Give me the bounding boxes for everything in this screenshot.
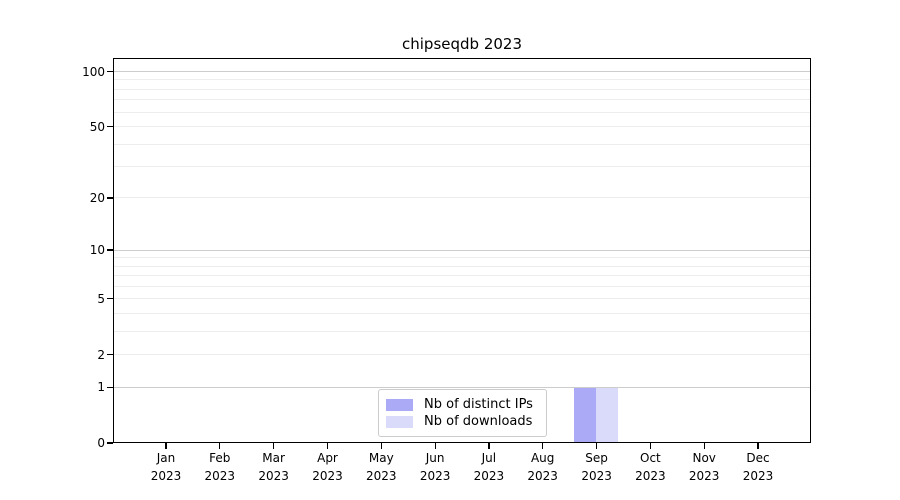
legend-entry-downloads: Nb of downloads bbox=[386, 413, 539, 430]
legend-swatch-distinct-ips bbox=[386, 398, 413, 411]
x-tick-label-may: May 2023 bbox=[366, 451, 397, 483]
x-tick-sep bbox=[596, 443, 598, 449]
x-tick-label-jun: Jun 2023 bbox=[419, 451, 451, 483]
bar-nb-of-distinct-ips-sep bbox=[574, 387, 597, 442]
x-tick-label-dec: Dec 2023 bbox=[742, 451, 774, 483]
x-tick-label-nov: Nov 2023 bbox=[688, 451, 720, 483]
y-tick-1 bbox=[107, 386, 113, 388]
x-tick-jan bbox=[165, 443, 167, 449]
legend-label-distinct-ips: Nb of distinct IPs bbox=[424, 397, 533, 412]
x-tick-aug bbox=[542, 443, 544, 449]
x-tick-label-apr: Apr 2023 bbox=[312, 451, 343, 483]
x-tick-label-oct: Oct 2023 bbox=[635, 451, 666, 483]
gridline-minor-4 bbox=[114, 312, 810, 314]
gridline-minor-60 bbox=[114, 111, 810, 113]
x-tick-label-sep: Sep 2023 bbox=[581, 451, 612, 483]
legend-swatch-downloads bbox=[386, 415, 413, 428]
gridline-minor-70 bbox=[114, 99, 810, 101]
x-tick-label-mar: Mar 2023 bbox=[258, 451, 289, 483]
y-tick-10 bbox=[107, 249, 113, 251]
gridline-minor-8 bbox=[114, 265, 810, 267]
gridline-minor-9 bbox=[114, 257, 810, 259]
y-tick-0 bbox=[107, 442, 113, 444]
gridline-minor-7 bbox=[114, 275, 810, 277]
y-tick-label-10: 10 bbox=[89, 243, 105, 257]
y-tick-label-50: 50 bbox=[89, 119, 105, 134]
y-tick-label-2: 2 bbox=[97, 347, 105, 362]
gridline-minor-50 bbox=[114, 126, 810, 127]
x-tick-jun bbox=[434, 443, 436, 449]
gridline-minor-90 bbox=[114, 79, 810, 81]
y-tick-label-0: 0 bbox=[97, 436, 105, 450]
legend: Nb of distinct IPs Nb of downloads bbox=[378, 389, 547, 437]
x-tick-label-feb: Feb 2023 bbox=[204, 451, 236, 483]
y-tick-label-1: 1 bbox=[97, 380, 105, 395]
y-tick-label-5: 5 bbox=[97, 291, 105, 306]
gridline-major-10 bbox=[114, 249, 810, 251]
y-tick-20 bbox=[107, 197, 113, 199]
x-tick-nov bbox=[703, 443, 705, 449]
gridline-minor-6 bbox=[114, 285, 810, 287]
y-tick-label-100: 100 bbox=[82, 64, 105, 79]
gridline-minor-80 bbox=[114, 88, 810, 90]
gridline-major-1 bbox=[114, 386, 810, 388]
gridline-minor-3 bbox=[114, 330, 810, 332]
y-tick-100 bbox=[107, 70, 113, 73]
y-tick-5 bbox=[107, 298, 113, 300]
bar-nb-of-downloads-sep bbox=[596, 387, 619, 442]
y-tick-50 bbox=[107, 125, 113, 128]
gridline-major-100 bbox=[114, 71, 810, 72]
x-tick-may bbox=[380, 443, 382, 449]
plot-area bbox=[113, 58, 811, 443]
y-tick-label-20: 20 bbox=[89, 190, 105, 205]
legend-entry-distinct-ips: Nb of distinct IPs bbox=[386, 396, 539, 413]
x-tick-dec bbox=[757, 443, 759, 449]
y-tick-2 bbox=[107, 354, 113, 356]
gridline-minor-20 bbox=[114, 197, 810, 199]
x-tick-label-jul: Jul 2023 bbox=[473, 451, 505, 483]
x-tick-oct bbox=[649, 443, 652, 449]
legend-label-downloads: Nb of downloads bbox=[424, 414, 533, 429]
x-tick-label-aug: Aug 2023 bbox=[527, 451, 558, 483]
x-tick-apr bbox=[326, 443, 329, 449]
gridline-minor-30 bbox=[114, 166, 810, 168]
x-tick-jul bbox=[488, 443, 490, 449]
gridline-minor-5 bbox=[114, 298, 810, 300]
x-tick-label-jan: Jan 2023 bbox=[150, 451, 182, 483]
chart-title: chipseqdb 2023 bbox=[402, 35, 522, 53]
x-tick-feb bbox=[219, 443, 221, 449]
gridline-minor-40 bbox=[114, 143, 810, 145]
x-tick-mar bbox=[273, 443, 275, 449]
gridline-minor-2 bbox=[114, 354, 810, 356]
